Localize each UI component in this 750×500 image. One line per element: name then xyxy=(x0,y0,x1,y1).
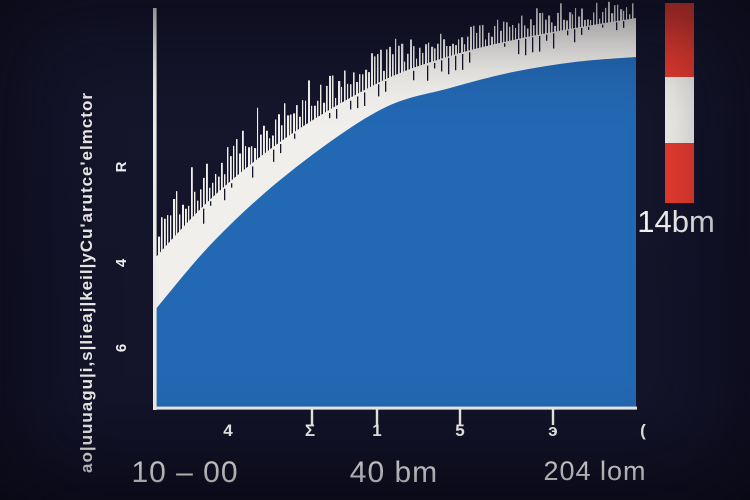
noise-spikes xyxy=(158,1,634,259)
y-axis-line xyxy=(153,8,157,410)
x-tick-label: 1 xyxy=(372,421,382,440)
x-tick-label: э xyxy=(548,421,558,440)
y-tick-label: 6 xyxy=(113,343,130,353)
x-tick-mark xyxy=(458,409,462,425)
x-tick-label: Σ xyxy=(304,421,316,440)
y-tick-label: R xyxy=(113,161,130,173)
x-tick-label: 4 xyxy=(223,421,233,440)
legend-color-bar xyxy=(665,3,694,203)
y-tick-label: 4 xyxy=(113,258,130,268)
x-tick-mark xyxy=(310,409,314,425)
x-axis-caption: 40 bm xyxy=(349,456,439,489)
x-axis-caption: 204 lom xyxy=(543,456,647,486)
legend-label: 14bm xyxy=(637,204,715,239)
x-axis-caption: 10 – 00 xyxy=(131,456,239,489)
smooth-area xyxy=(155,57,636,408)
x-baseline xyxy=(153,406,637,410)
legend-bar-segment xyxy=(665,143,694,203)
legend-bar-segment xyxy=(665,77,694,143)
x-tick-label: 5 xyxy=(455,421,465,440)
x-tick-mark xyxy=(551,409,555,425)
y-axis-label: ao|uuuagu|i,s|lieaj|keil|yCu'arutce'elmc… xyxy=(77,92,96,473)
legend-bar-segment xyxy=(665,3,694,77)
x-tick-label: ( xyxy=(640,421,646,440)
x-tick-mark xyxy=(375,409,379,425)
